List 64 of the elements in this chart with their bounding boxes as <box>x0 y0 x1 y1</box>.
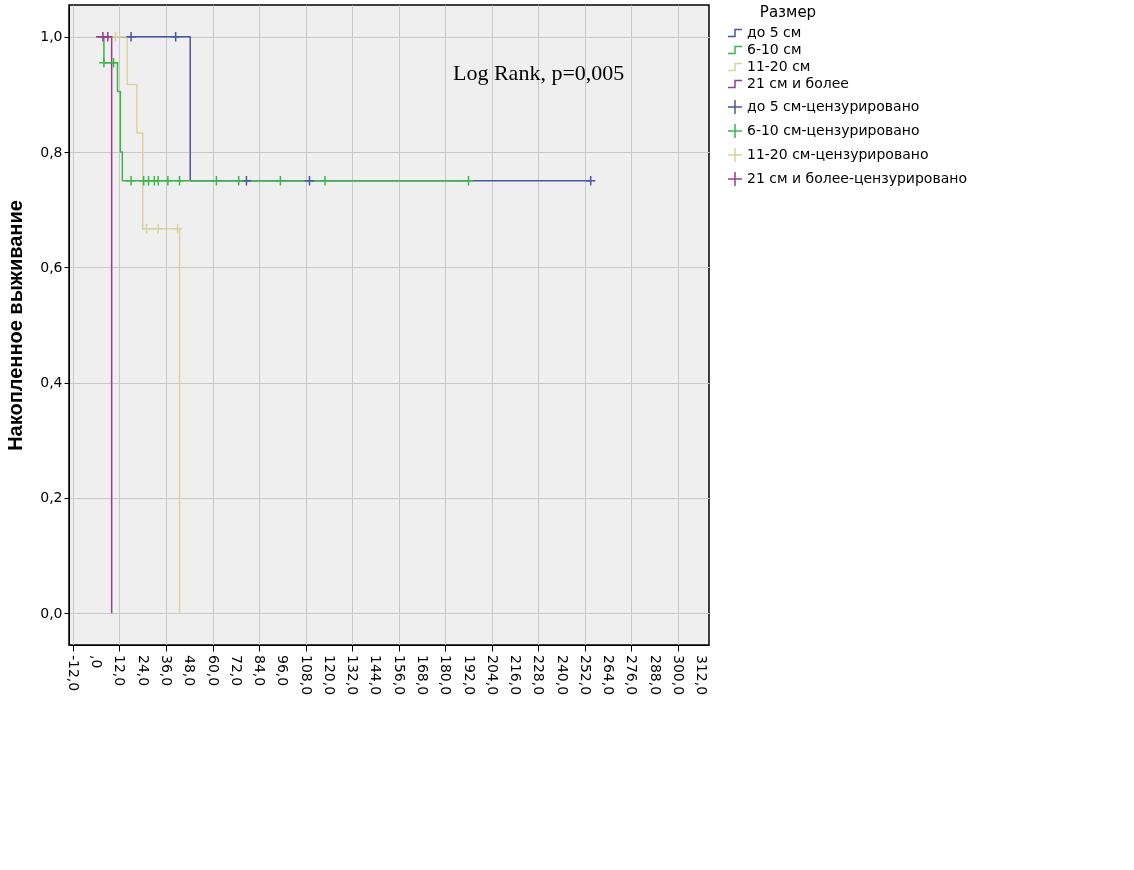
x-tick-label: 288,0 <box>647 655 664 696</box>
point <box>170 31 182 43</box>
legend-label: 21 см и более <box>747 75 849 91</box>
x-tick-label: ,0 <box>89 655 106 669</box>
x-tick-label: 120,0 <box>321 655 338 696</box>
x-tick-label: 252,0 <box>577 655 594 696</box>
y-tick-label: 0,4 <box>40 374 63 391</box>
point <box>141 223 153 235</box>
point <box>172 223 184 235</box>
x-tick-label: 240,0 <box>554 655 571 696</box>
y-tick-label: 0,8 <box>40 143 63 160</box>
x-tick-label: 48,0 <box>182 655 199 687</box>
legend-label: 6-10 см <box>747 41 802 57</box>
legend-label: 21 см и более-цензурировано <box>747 170 967 186</box>
point <box>174 175 186 187</box>
legend-label: 6-10 см-цензурировано <box>747 122 920 138</box>
x-tick-label: 72,0 <box>228 655 245 687</box>
point <box>125 31 137 43</box>
x-tick-label: 96,0 <box>275 655 292 687</box>
legend-label: 11-20 см <box>747 58 811 74</box>
legend-label: 11-20 см-цензурировано <box>747 146 929 162</box>
x-tick-label: 204,0 <box>484 655 501 696</box>
y-tick-label: 0,6 <box>40 258 63 275</box>
x-tick-label: 276,0 <box>624 655 641 696</box>
x-tick-label: 312,0 <box>694 655 711 696</box>
legend-label: до 5 см <box>747 24 802 40</box>
point <box>152 223 164 235</box>
x-tick-label: 12,0 <box>112 655 129 687</box>
x-tick-label: 180,0 <box>438 655 455 696</box>
x-tick-label: 228,0 <box>531 655 548 696</box>
legend-label: до 5 см-цензурировано <box>747 98 920 114</box>
x-tick-label: 60,0 <box>205 655 222 687</box>
point <box>125 175 137 187</box>
legend-title: Размер <box>759 3 817 21</box>
x-tick-label: 264,0 <box>601 655 618 696</box>
x-tick-label: 144,0 <box>368 655 385 696</box>
point <box>274 175 286 187</box>
point <box>152 175 164 187</box>
point <box>240 175 252 187</box>
x-tick-label: -12,0 <box>65 655 82 692</box>
y-axis-title: Накопленное выживание <box>4 200 27 451</box>
point <box>210 175 222 187</box>
point <box>303 175 315 187</box>
x-tick-label: 36,0 <box>158 655 175 687</box>
point <box>319 175 331 187</box>
x-tick-label: 192,0 <box>461 655 478 696</box>
y-tick-label: 0,2 <box>40 489 63 506</box>
x-tick-label: 216,0 <box>508 655 525 696</box>
point <box>162 175 174 187</box>
point <box>585 175 597 187</box>
x-tick-label: 132,0 <box>345 655 362 696</box>
x-tick-label: 24,0 <box>135 655 152 687</box>
point <box>98 57 110 69</box>
point <box>233 175 245 187</box>
x-tick-label: 84,0 <box>252 655 269 687</box>
x-tick-label: 300,0 <box>670 655 687 696</box>
x-tick-label: 108,0 <box>298 655 315 696</box>
point <box>463 175 475 187</box>
x-tick-label: 168,0 <box>414 655 431 696</box>
point <box>108 57 120 69</box>
x-tick-label: 156,0 <box>391 655 408 696</box>
y-tick-label: 0,0 <box>40 604 63 621</box>
annotation: Log Rank, p=0,005 <box>453 60 625 86</box>
y-tick-label: 1,0 <box>40 28 63 45</box>
